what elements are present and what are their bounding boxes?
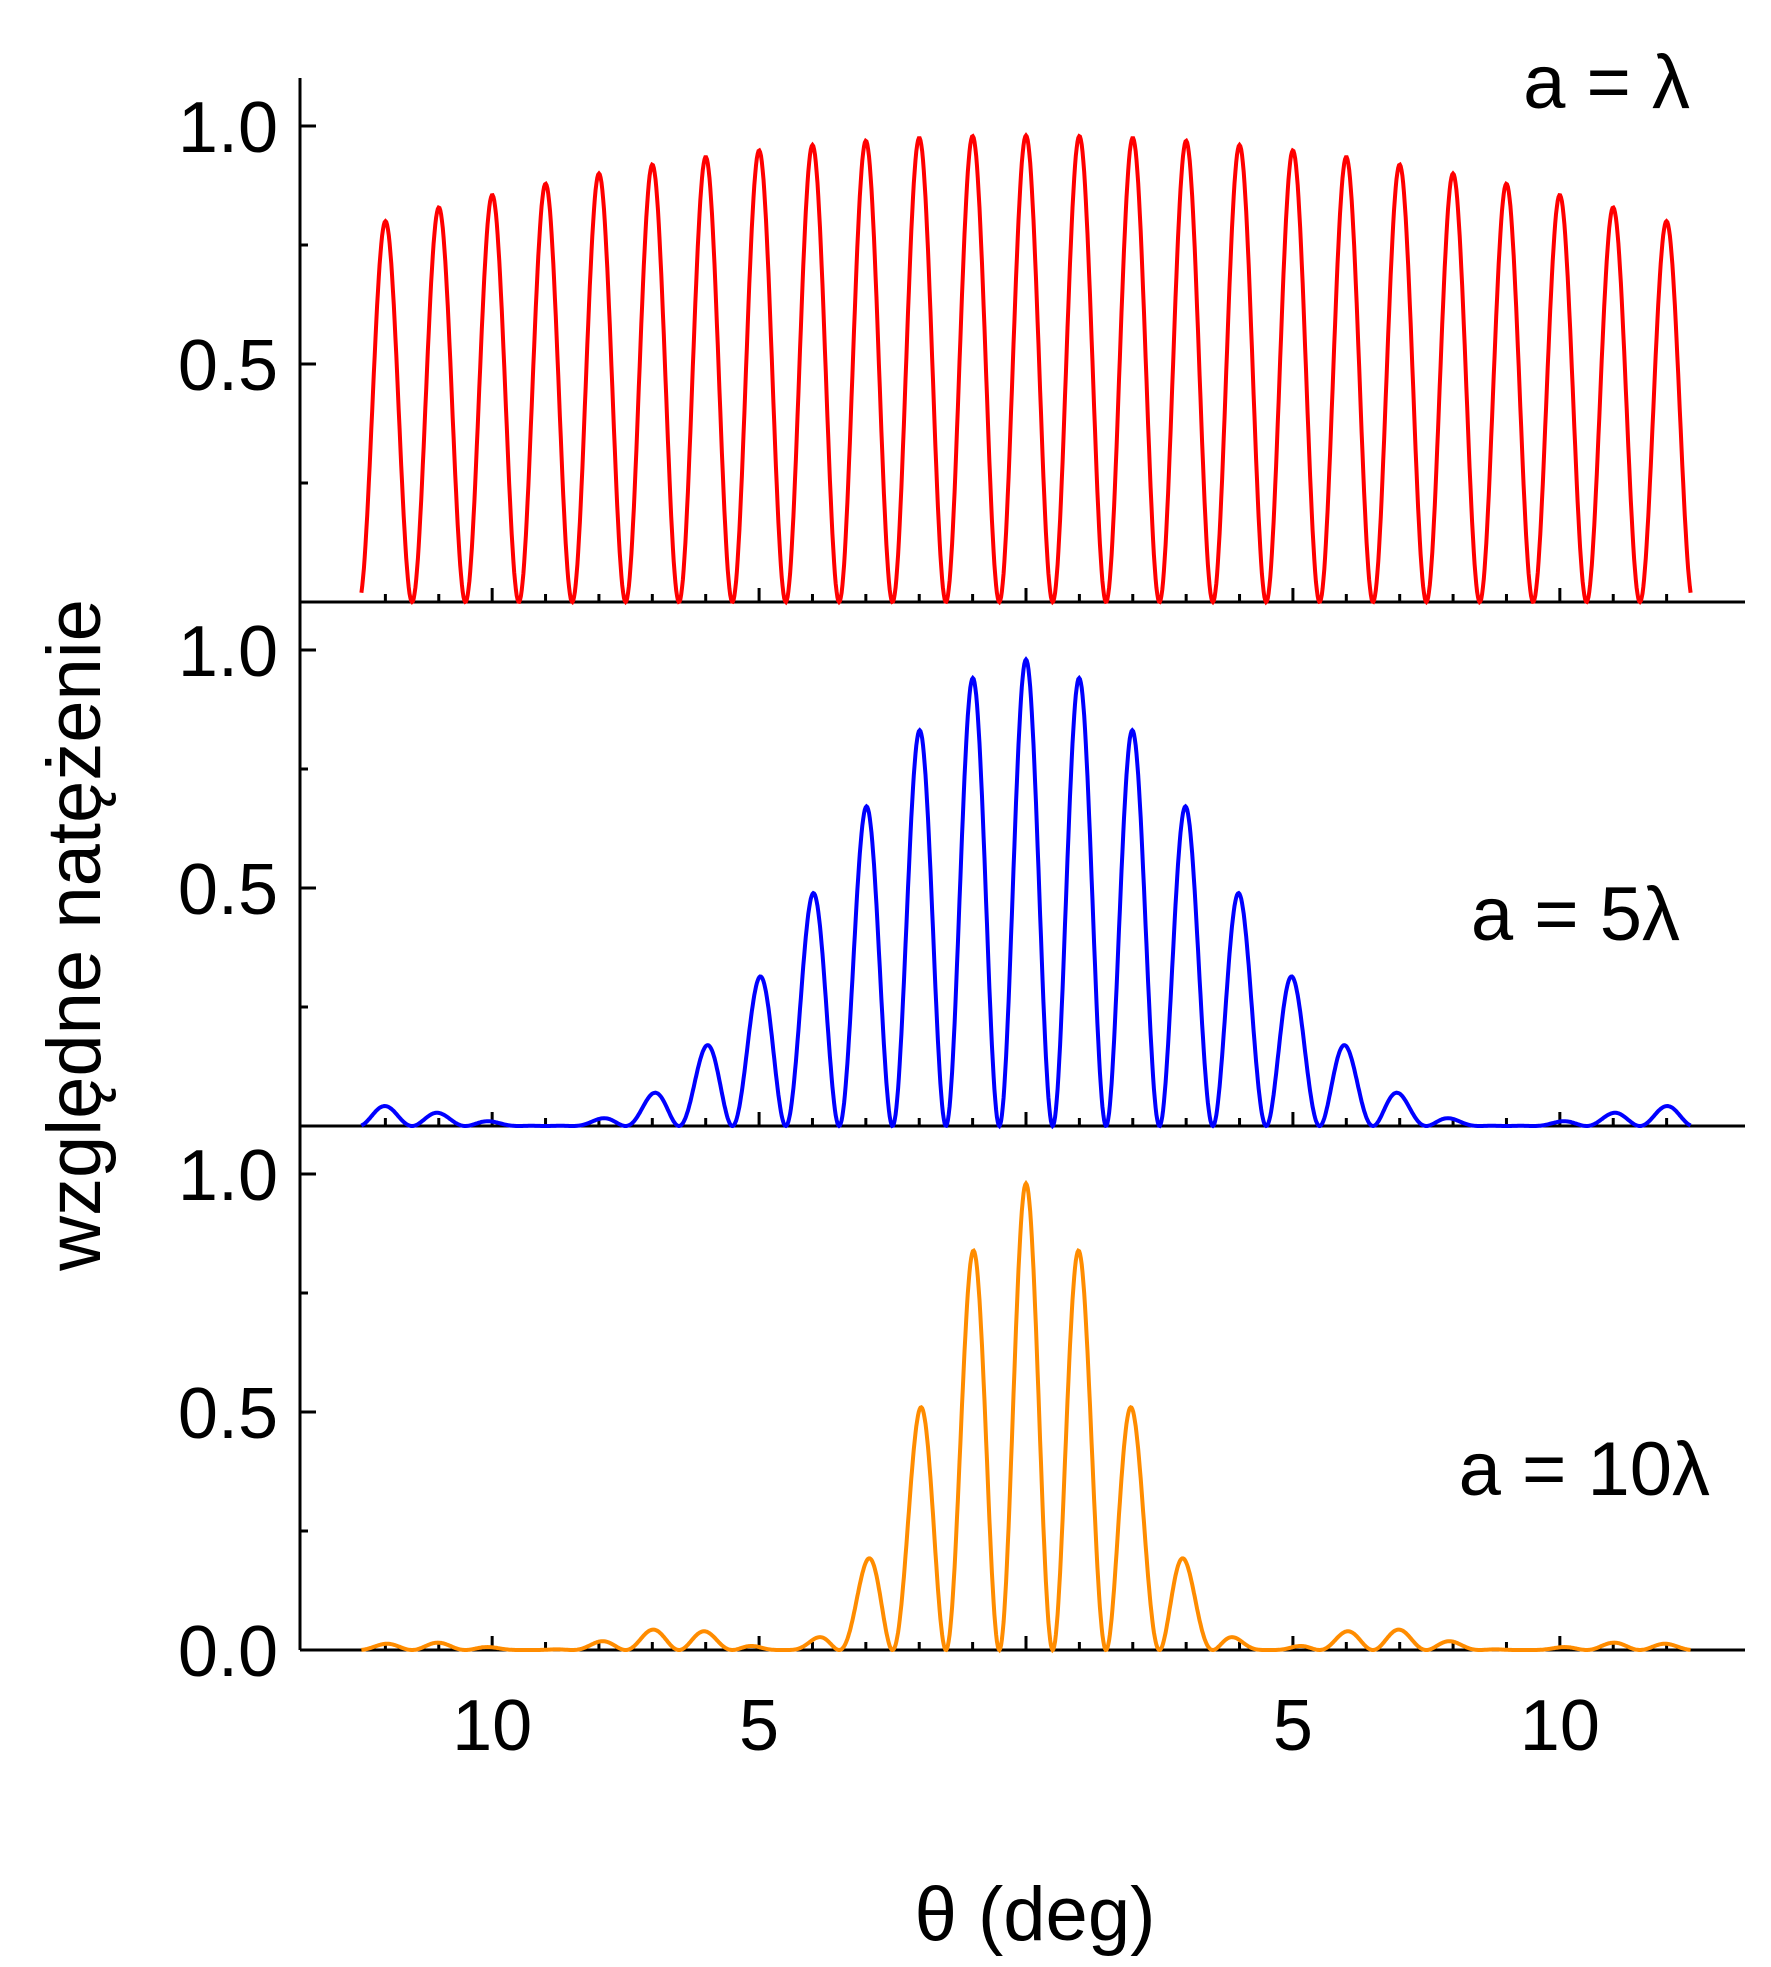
y-tick-label: 0.5 [178,326,278,406]
series-line [360,656,1692,1130]
y-axis-label: względne natężenie [32,599,117,1272]
x-tick-label: 10 [452,1686,532,1766]
y-tick-label: 1.0 [178,1136,278,1216]
panel-1: 0.5 1.0 a = λ [178,40,1745,606]
panel-label: a = 10λ [1459,1427,1710,1512]
panel-label: a = 5λ [1471,872,1680,957]
x-axis: 10 5 5 10 [452,1686,1600,1766]
y-tick-label: 1.0 [178,612,278,692]
panel-3: 0.0 0.5 1.0 a = 10λ [178,1126,1745,1692]
x-tick-label: 5 [739,1686,779,1766]
y-tick-label: 1.0 [178,88,278,168]
series-line [361,1179,1691,1654]
panels-group: 0.5 1.0 a = λ 0.5 1.0 a = 5λ 0.0 0.5 1.0 a = 10λ [178,40,1745,1692]
panel-2: 0.5 1.0 a = 5λ [178,602,1745,1130]
y-tick-label: 0.5 [178,1374,278,1454]
y-tick-label: 0.0 [178,1612,278,1692]
x-tick-label: 5 [1273,1686,1313,1766]
x-tick-label: 10 [1520,1686,1600,1766]
series-line [359,132,1693,606]
y-tick-label: 0.5 [178,850,278,930]
x-axis-label: θ (deg) [915,1872,1156,1957]
panel-label: a = λ [1523,40,1690,125]
